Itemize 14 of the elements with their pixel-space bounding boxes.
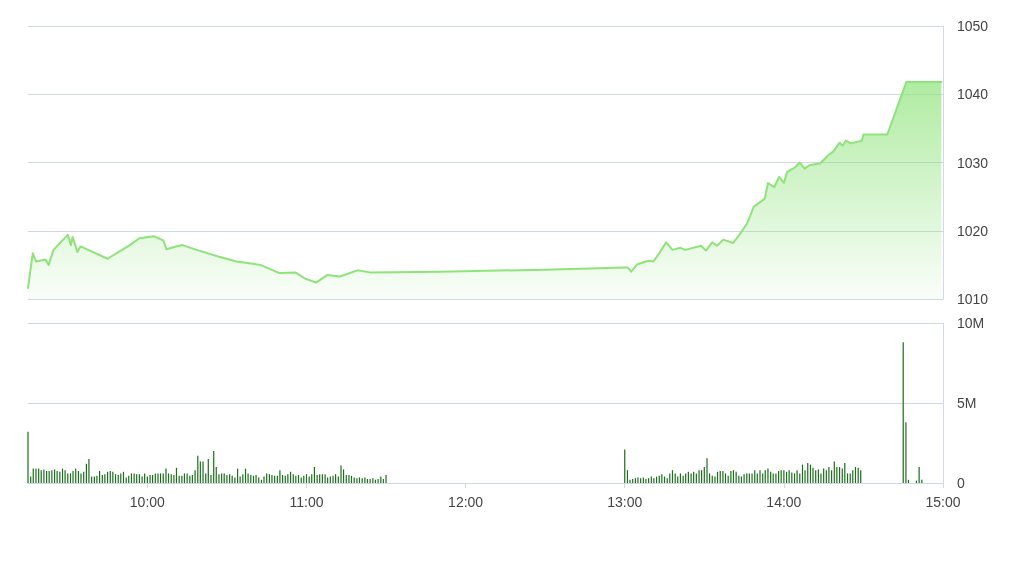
y-tick-label: 10M <box>957 315 985 331</box>
y-tick-label: 1030 <box>957 154 989 171</box>
y-tick-label: 0 <box>957 475 965 491</box>
x-tick-label: 12:00 <box>448 494 484 510</box>
x-tick-label: 14:00 <box>766 494 802 510</box>
x-tick-label: 15:00 <box>925 494 961 510</box>
x-tick-label: 11:00 <box>289 494 324 510</box>
y-tick-label: 1050 <box>957 18 989 34</box>
y-tick-label: 1040 <box>957 86 989 103</box>
x-tick-label: 10:00 <box>129 494 166 510</box>
y-tick-label: 1020 <box>957 222 989 239</box>
y-tick-label: 5M <box>957 395 977 411</box>
y-tick-label: 1010 <box>957 291 989 307</box>
x-tick-label: 13:00 <box>607 494 643 510</box>
